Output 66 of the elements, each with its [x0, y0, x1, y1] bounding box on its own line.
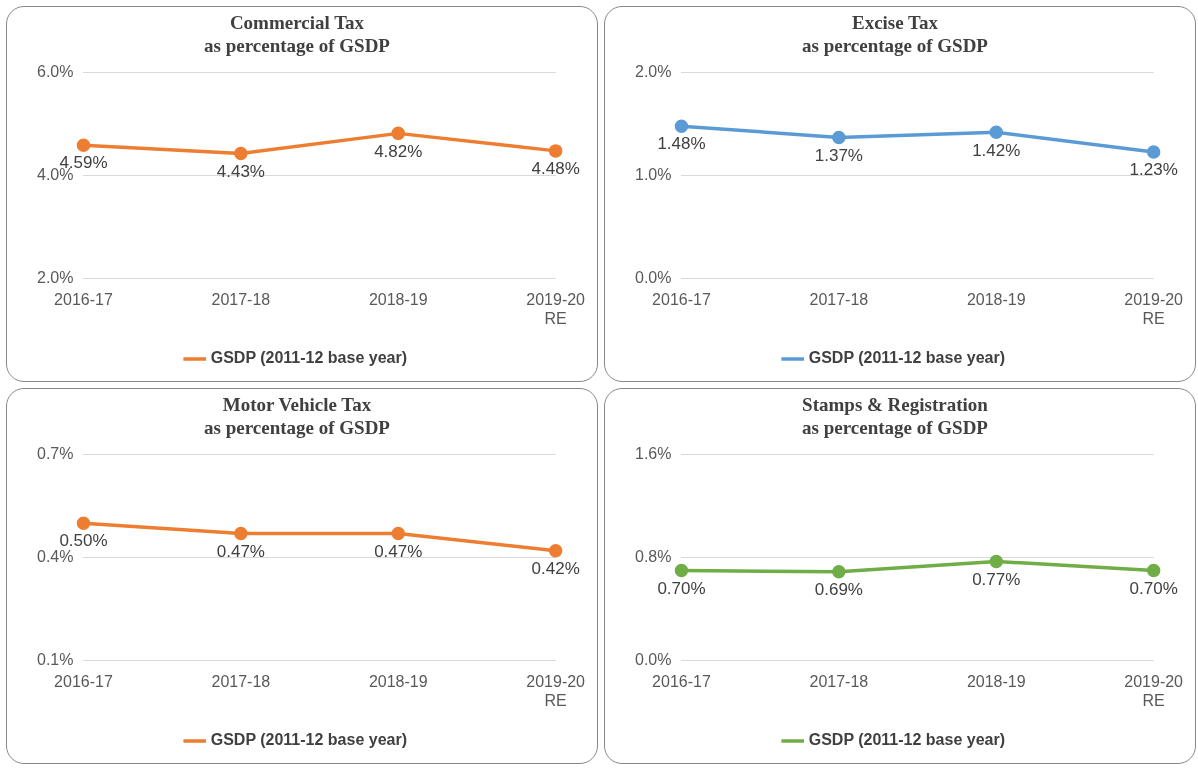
- point: [989, 125, 1003, 140]
- point: [674, 119, 689, 133]
- y-tick-label: 0.8%: [635, 548, 672, 566]
- data-label: 0.77%: [972, 569, 1021, 589]
- x-tick-label: 2018-19: [368, 672, 428, 690]
- data-label: 4.48%: [531, 159, 580, 179]
- legend-label: GSDP (2011-12 base year): [210, 731, 407, 749]
- point: [391, 126, 405, 141]
- x-tick-label: 2019-20 RE: [526, 672, 586, 709]
- point: [234, 526, 248, 541]
- point: [832, 565, 846, 579]
- y-tick-label: 6.0%: [37, 63, 74, 81]
- chart-title: Excise Tax as percentage of GSDP: [802, 12, 989, 57]
- x-tick-label: 2019-20 RE: [1124, 290, 1184, 327]
- chart-title: Commercial Tax as percentage of GSDP: [204, 12, 391, 57]
- point: [548, 543, 563, 558]
- point: [234, 146, 248, 161]
- y-tick-label: 1.6%: [635, 445, 672, 463]
- point: [989, 554, 1003, 569]
- chart-title: Motor Vehicle Tax as percentage of GSDP: [204, 394, 391, 439]
- legend-label: GSDP (2011-12 base year): [210, 349, 407, 367]
- legend-label: GSDP (2011-12 base year): [808, 349, 1005, 367]
- y-tick-label: 0.0%: [635, 269, 672, 287]
- x-tick-label: 2016-17: [652, 290, 711, 308]
- x-tick-label: 2019-20 RE: [1124, 672, 1184, 709]
- y-tick-label: 0.4%: [37, 548, 74, 566]
- x-tick-label: 2017-18: [211, 672, 271, 690]
- y-tick-label: 0.0%: [635, 651, 672, 669]
- y-tick-label: 1.0%: [635, 166, 672, 184]
- legend-label: GSDP (2011-12 base year): [808, 731, 1005, 749]
- data-label: 0.50%: [59, 531, 108, 551]
- point: [674, 563, 689, 578]
- x-tick-label: 2016-17: [54, 290, 113, 308]
- point: [76, 516, 91, 531]
- x-tick-label: 2016-17: [54, 672, 113, 690]
- data-label: 0.70%: [1129, 578, 1178, 598]
- data-label: 4.43%: [216, 161, 265, 181]
- y-tick-label: 0.7%: [37, 445, 74, 463]
- y-tick-label: 2.0%: [37, 269, 74, 287]
- point: [1146, 145, 1161, 159]
- chart-title: Stamps & Registration as percentage of GSDP: [802, 394, 989, 439]
- data-label: 1.23%: [1129, 160, 1178, 180]
- point: [832, 130, 846, 145]
- y-tick-label: 2.0%: [635, 63, 672, 81]
- x-tick-label: 2016-17: [652, 672, 711, 690]
- x-tick-label: 2018-19: [966, 672, 1026, 690]
- x-tick-label: 2019-20 RE: [526, 290, 586, 327]
- point: [1146, 563, 1161, 578]
- data-label: 0.47%: [216, 541, 265, 561]
- data-label: 1.42%: [972, 140, 1021, 160]
- x-tick-label: 2017-18: [809, 290, 869, 308]
- data-label: 1.48%: [657, 134, 706, 154]
- point: [548, 144, 563, 158]
- point: [391, 526, 405, 541]
- y-tick-label: 0.1%: [37, 651, 74, 669]
- data-label: 0.42%: [531, 558, 580, 578]
- data-label: 1.37%: [814, 145, 863, 165]
- x-tick-label: 2018-19: [966, 290, 1026, 308]
- point: [76, 138, 91, 152]
- data-label: 0.70%: [657, 578, 706, 598]
- x-tick-label: 2017-18: [809, 672, 869, 690]
- data-label: 0.69%: [814, 579, 863, 599]
- data-label: 4.82%: [374, 141, 423, 161]
- x-tick-label: 2018-19: [368, 290, 428, 308]
- data-label: 0.47%: [374, 541, 423, 561]
- x-tick-label: 2017-18: [211, 290, 271, 308]
